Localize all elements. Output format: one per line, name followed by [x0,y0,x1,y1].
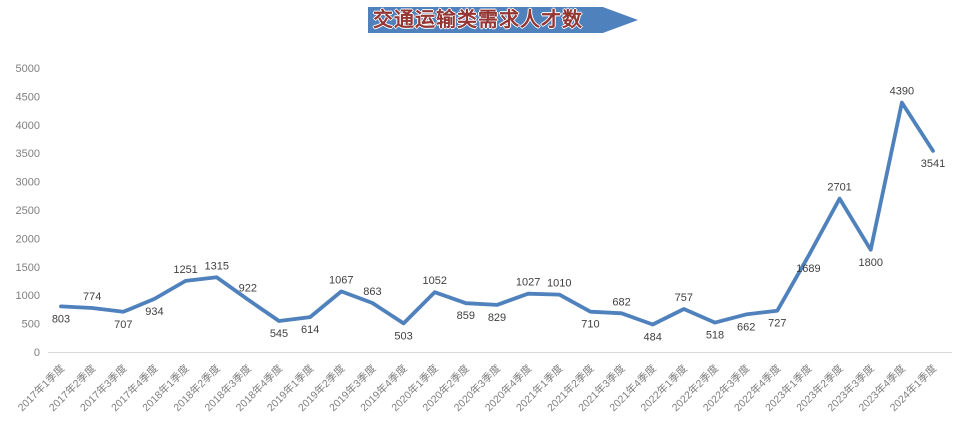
data-labels-layer: 803 774 707 934 1251 1315 922 545 614 1067 863 503 1… [52,86,945,344]
data-label: 682 [612,296,630,308]
data-label: 829 [488,312,506,324]
chart-title-banner: 交通运输类需求人才数 [368,7,638,33]
y-axis-labels: 0 500 1000 1500 2000 2500 3000 3500 4000 4500 5000 [16,63,40,359]
data-label: 1067 [329,274,353,286]
series-layer [59,100,935,327]
y-axis-tick-label: 4000 [16,120,40,132]
series-line [59,100,935,327]
data-label: 922 [239,283,257,295]
data-label: 1251 [173,264,197,276]
data-label: 545 [270,328,288,340]
y-axis-tick-label: 1000 [16,290,40,302]
data-label: 803 [52,313,70,325]
data-label: 727 [768,318,786,330]
data-label: 757 [675,292,693,304]
x-axis-labels: 2017年1季度2017年2季度2017年3季度2017年4季度2018年1季度… [15,362,939,414]
data-label: 1315 [204,260,228,272]
y-axis-tick-label: 4500 [16,91,40,103]
data-label: 614 [301,324,319,336]
data-label: 4390 [890,86,914,98]
data-label: 2701 [827,182,851,194]
data-label: 707 [114,319,132,331]
data-label: 863 [363,286,381,298]
y-axis-tick-label: 3500 [16,148,40,160]
data-label: 1010 [547,278,571,290]
data-label: 859 [457,310,475,322]
data-label: 1027 [516,277,540,289]
data-label: 710 [581,319,599,331]
y-axis-tick-label: 0 [34,347,40,359]
data-label: 1689 [796,263,820,275]
data-label: 503 [394,330,412,342]
data-label: 1052 [422,275,446,287]
y-axis-tick-label: 2500 [16,205,40,217]
chart-title: 交通运输类需求人才数 [373,9,583,31]
y-axis-tick-label: 2000 [16,233,40,245]
data-label: 1800 [858,257,882,269]
data-label: 934 [145,306,163,318]
data-label: 518 [706,330,724,342]
data-label: 774 [83,291,101,303]
data-label: 3541 [921,158,945,170]
data-label: 484 [644,332,662,344]
y-axis-tick-label: 1500 [16,262,40,274]
y-axis-tick-label: 5000 [16,63,40,75]
y-axis-tick-label: 500 [22,319,40,331]
y-axis-tick-label: 3000 [16,177,40,189]
data-label: 662 [737,321,755,333]
